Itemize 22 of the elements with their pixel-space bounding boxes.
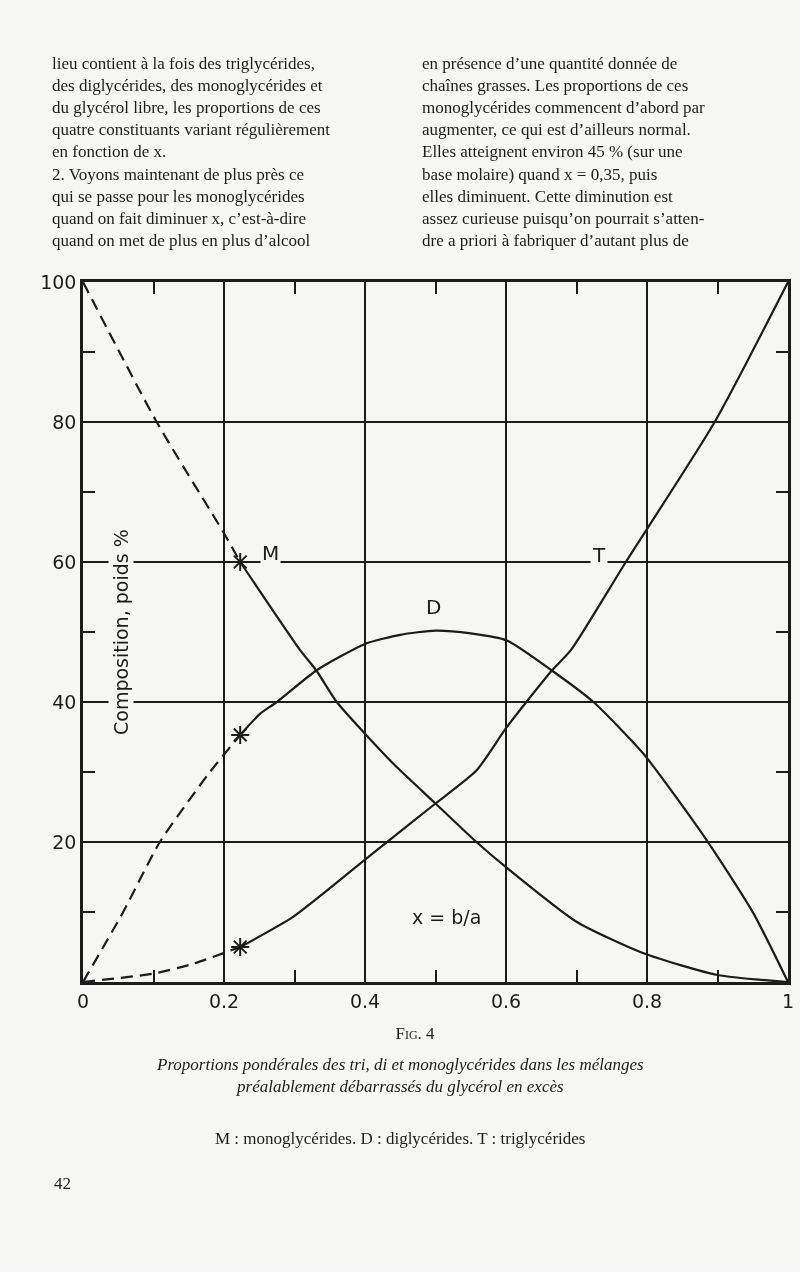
y-tick-label: 40 — [52, 690, 77, 713]
series-label: T — [592, 543, 606, 567]
y-tick-label: 20 — [52, 830, 77, 853]
x-tick-label: 0.2 — [208, 989, 240, 1012]
text: M : monoglycérides. D : diglycérides. T : triglycérides — [215, 1129, 586, 1148]
series-label: M — [262, 541, 280, 565]
text: 42 — [54, 1174, 71, 1193]
y-axis-title: Composition, poids % — [110, 529, 132, 735]
text: Proportions pondérales des tri, di et monoglycérides dans les mélanges préalablement débarrassés du glycérol en excès — [156, 1055, 645, 1097]
text: en présence d’une quantité donnée de chaînes grasses. Les proportions de ces monoglycérides commencent d’abord par augmenter, ce qui est d’ailleurs normal. Elles atteignent environ 45 % (sur une base molaire) quand x = 0,35, puis elles diminuent. Cette diminution est assez curieuse puisqu’on pourrait s’atten- dre a priori à fabriquer d’autant plus de — [422, 54, 705, 250]
x-tick-label: 0.8 — [631, 989, 663, 1012]
x-axis-title: x = b/a — [412, 906, 482, 928]
text: lieu contient à la fois des triglycérides, des diglycérides, des monoglycérides et du glycérol libre, les proportions de ces quatre constituants variant régulièrement en fonction de x. 2. Voyons maintenant de plus près ce qui se passe pour les monoglycérides quand on fait diminuer x, c’est-à-dire quand on met de plus en plus d’alcool — [52, 54, 331, 250]
x-tick-label: 0.4 — [349, 989, 381, 1012]
y-tick-label: 60 — [52, 550, 77, 573]
x-tick-label: 0 — [76, 989, 90, 1012]
series-label: D — [426, 595, 442, 619]
x-tick-label: 0.6 — [490, 989, 522, 1012]
y-tick-label: 80 — [52, 410, 77, 433]
y-tick-label: 100 — [40, 270, 77, 293]
text: Fig. 4 — [395, 1023, 436, 1043]
x-tick-label: 1 — [781, 989, 795, 1012]
